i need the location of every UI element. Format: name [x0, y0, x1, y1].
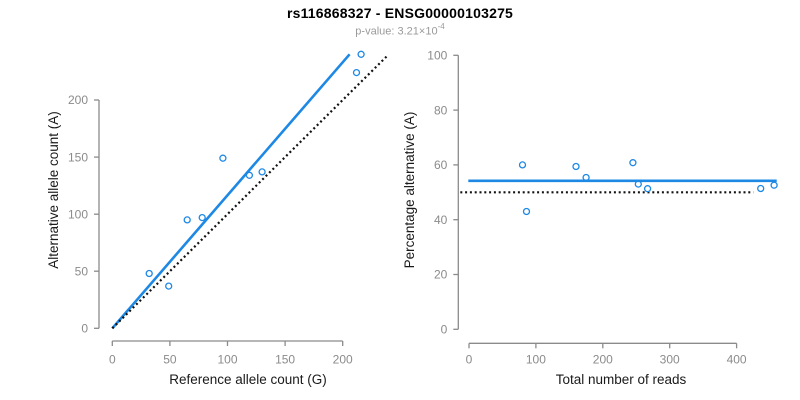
- data-point: [198, 213, 206, 222]
- figure-header: rs116868327 - ENSG00000103275 p-value: 3…: [0, 0, 800, 38]
- x-tick-label: 100: [217, 353, 237, 367]
- data-point: [572, 162, 580, 171]
- data-point: [582, 173, 590, 182]
- data-point: [643, 185, 652, 193]
- y-tick-label: 80: [434, 103, 448, 117]
- percentage-scatter: 0 20 40 60 80 100 0 100 200 300 400 Total number of…: [402, 49, 778, 387]
- x-tick-label: 200: [593, 353, 613, 367]
- x-tick-label: 150: [275, 353, 295, 367]
- data-point: [219, 154, 227, 162]
- x-tick-label: 0: [109, 353, 116, 367]
- x-tick-label: 400: [727, 353, 747, 367]
- x-tick-label: 50: [163, 353, 177, 367]
- y-tick-label: 150: [68, 150, 88, 164]
- y-axis-title: Alternative allele count (A): [46, 111, 61, 269]
- pvalue-exponent: -4: [437, 22, 445, 31]
- data-point: [770, 181, 778, 189]
- figure-title: rs116868327 - ENSG00000103275: [286, 5, 514, 21]
- data-point: [245, 171, 254, 179]
- identity-line: [111, 55, 388, 330]
- figure-subtitle: p-value: 3.21×10-4: [0, 22, 800, 38]
- data-point: [634, 180, 642, 188]
- allele-count-scatter: 0 50 100 150 200 0 50 100 150 200 Reference allele…: [46, 50, 388, 387]
- data-point: [145, 269, 153, 278]
- data-point: [522, 207, 531, 216]
- y-tick-label: 50: [75, 264, 89, 278]
- regression-line: [111, 53, 351, 330]
- y-tick-label: 100: [427, 49, 447, 63]
- y-tick-label: 0: [81, 322, 88, 336]
- y-tick-label: 200: [68, 93, 88, 107]
- y-tick-label: 40: [434, 213, 448, 227]
- y-tick-label: 20: [434, 268, 448, 282]
- data-point: [258, 168, 266, 176]
- data-point: [629, 159, 637, 167]
- data-point: [352, 68, 361, 77]
- x-tick-label: 0: [466, 353, 473, 367]
- data-point: [357, 50, 365, 58]
- y-tick-label: 100: [68, 207, 88, 221]
- x-tick-label: 300: [660, 353, 680, 367]
- pvalue-text: p-value: 3.21×10: [355, 25, 438, 38]
- data-point: [183, 216, 191, 224]
- y-tick-label: 0: [441, 323, 448, 337]
- x-axis-title: Total number of reads: [556, 372, 687, 387]
- data-point: [165, 282, 173, 290]
- data-point: [518, 161, 527, 169]
- x-axis-title: Reference allele count (G): [169, 372, 327, 387]
- x-tick-label: 200: [333, 353, 353, 367]
- data-point: [757, 184, 765, 193]
- y-tick-label: 60: [434, 158, 448, 172]
- y-axis-title: Percentage alternative (A): [402, 112, 417, 269]
- x-tick-label: 100: [526, 353, 546, 367]
